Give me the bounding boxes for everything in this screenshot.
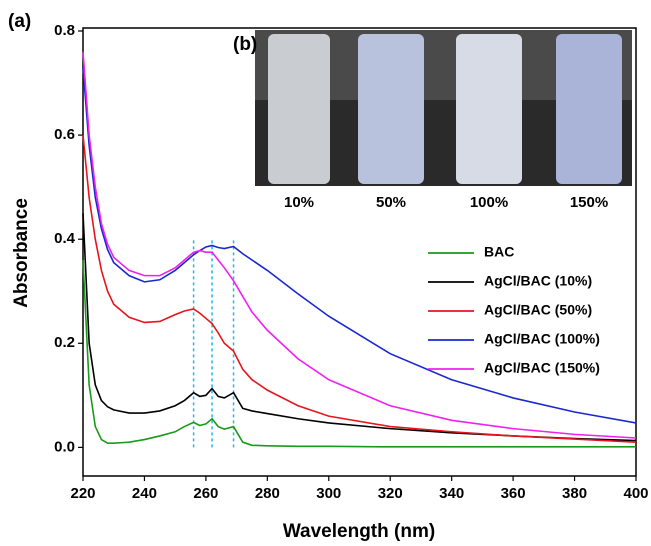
- x-tick-label: 320: [378, 485, 403, 502]
- legend-label: BAC: [484, 244, 514, 260]
- vial: [268, 34, 330, 184]
- data-line: [82, 213, 637, 442]
- y-tick-label: 0.4: [54, 230, 76, 247]
- legend-label: AgCl/BAC (50%): [484, 302, 592, 318]
- y-tick-label: 0.8: [54, 22, 75, 39]
- x-tick-label: 340: [439, 485, 464, 502]
- inset-label: (b): [233, 34, 257, 55]
- x-tick-label: 220: [70, 485, 95, 502]
- data-line: [82, 135, 637, 443]
- y-tick-label: 0.0: [54, 438, 75, 455]
- vial: [456, 34, 522, 184]
- x-tick-label: 260: [193, 485, 218, 502]
- data-line: [82, 67, 637, 424]
- inset-caption: 50%: [376, 194, 406, 211]
- x-tick-label: 240: [132, 485, 157, 502]
- y-tick-label: 0.6: [54, 126, 75, 143]
- x-tick-label: 280: [255, 485, 280, 502]
- x-tick-label: 380: [562, 485, 587, 502]
- vial: [556, 34, 622, 184]
- vial: [358, 34, 424, 184]
- inset-caption: 150%: [570, 194, 608, 211]
- x-axis-label: Wavelength (nm): [283, 521, 435, 542]
- y-axis-label: Absorbance: [11, 198, 32, 308]
- data-line: [82, 259, 636, 448]
- inset-caption: 10%: [284, 194, 314, 211]
- legend-label: AgCl/BAC (100%): [484, 331, 600, 347]
- panel-label: (a): [8, 11, 31, 32]
- inset-caption: 100%: [470, 194, 508, 211]
- y-tick-label: 0.2: [54, 334, 75, 351]
- x-tick-label: 300: [316, 485, 341, 502]
- plot-frame: [82, 27, 637, 477]
- x-tick-label: 400: [623, 485, 648, 502]
- legend-label: AgCl/BAC (10%): [484, 273, 592, 289]
- x-tick-label: 360: [501, 485, 526, 502]
- inset-photo: [255, 30, 632, 186]
- legend-label: AgCl/BAC (150%): [484, 360, 600, 376]
- data-line: [82, 51, 637, 439]
